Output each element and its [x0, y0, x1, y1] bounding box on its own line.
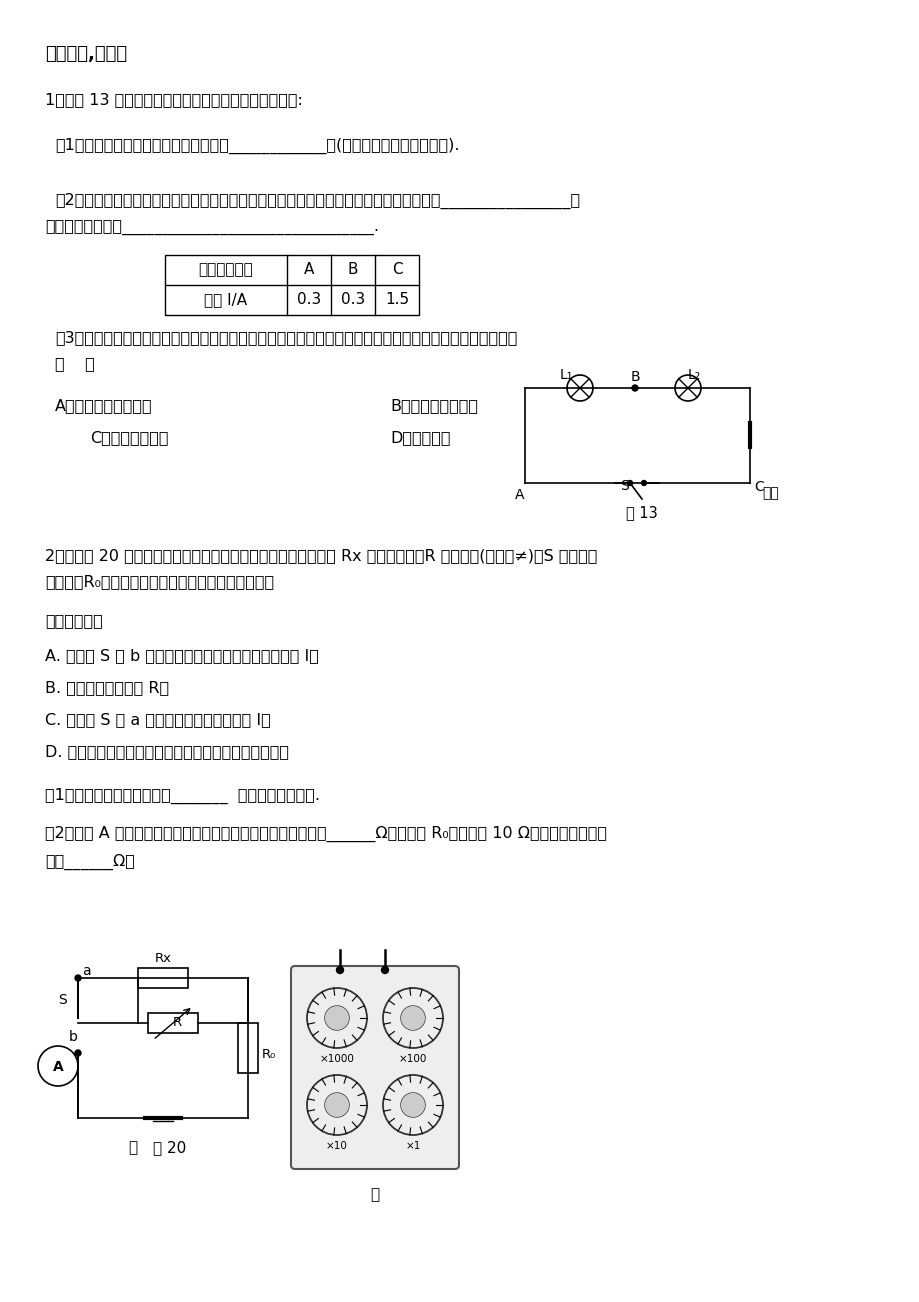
- Circle shape: [401, 1092, 425, 1117]
- Text: 一、实验,探究题: 一、实验,探究题: [45, 46, 127, 62]
- Text: 主要步骤有：: 主要步骤有：: [45, 613, 103, 628]
- Text: 0.3: 0.3: [341, 292, 365, 307]
- Circle shape: [381, 966, 388, 974]
- Text: ×1000: ×1000: [319, 1055, 354, 1064]
- Text: 值为______Ω．: 值为______Ω．: [45, 854, 135, 870]
- Bar: [165, 255, 418, 315]
- Circle shape: [324, 1092, 348, 1117]
- Bar: [138, 967, 187, 988]
- Text: A: A: [52, 1060, 63, 1074]
- Text: S: S: [59, 993, 67, 1006]
- Text: （    ）: （ ）: [55, 355, 95, 371]
- Text: 1、如图 13 是「探究串联电路电流特点」的实验电路图:: 1、如图 13 是「探究串联电路电流特点」的实验电路图:: [45, 92, 302, 107]
- Text: C．灯丝的电阴小: C．灯丝的电阴小: [90, 430, 168, 445]
- Text: L₁: L₁: [559, 368, 572, 381]
- Text: D. 根据电路图，连接实物，将电阴笱的阴值调至最大；: D. 根据电路图，连接实物，将电阴笱的阴值调至最大；: [45, 743, 289, 759]
- Text: R₀: R₀: [262, 1048, 276, 1061]
- Text: ×100: ×100: [398, 1055, 426, 1064]
- Text: C: C: [391, 262, 402, 277]
- Text: （1）实验中，选择两个小灯泡的规格是____________的(填「相同」或「不相同」).: （1）实验中，选择两个小灯泡的规格是____________的(填「相同」或「不…: [55, 138, 459, 154]
- Text: b: b: [69, 1030, 77, 1044]
- Text: C: C: [754, 480, 763, 493]
- Circle shape: [324, 1006, 348, 1030]
- Bar: [148, 1013, 198, 1032]
- Text: B．灯泡的灯丝断了: B．灯泡的灯丝断了: [390, 398, 478, 413]
- Text: L₂: L₂: [686, 368, 700, 381]
- Circle shape: [336, 966, 343, 974]
- Text: 负极: 负极: [761, 486, 777, 500]
- Circle shape: [641, 480, 646, 486]
- Circle shape: [75, 975, 81, 980]
- Text: Rx: Rx: [154, 952, 171, 965]
- Text: C. 把开关 S 接 a 点，读出电流表的示数为 I；: C. 把开关 S 接 a 点，读出电流表的示数为 I；: [45, 712, 270, 727]
- Bar: [238, 1023, 257, 1073]
- Text: B: B: [630, 370, 639, 384]
- Text: S: S: [620, 479, 629, 493]
- Text: 造成错误的原因是_______________________________.: 造成错误的原因是_______________________________.: [45, 220, 379, 236]
- Circle shape: [627, 480, 632, 486]
- Text: （2）下表是某同学实验中的二组数据；指出上述表格所记录的数据中，明显错误的数值是________________，: （2）下表是某同学实验中的二组数据；指出上述表格所记录的数据中，明显错误的数值是…: [55, 193, 580, 210]
- Text: A: A: [515, 488, 524, 503]
- Text: R: R: [172, 1016, 181, 1029]
- Text: 2、用如图 20 甲所示的电路可以测量一个未知电阴的阴值，其中 Rx 为待测电阴，R 为电阴笱(符号为≠)，S 为单刀双: 2、用如图 20 甲所示的电路可以测量一个未知电阴的阴值，其中 Rx 为待测电阴…: [45, 548, 596, 562]
- Text: ×10: ×10: [325, 1141, 347, 1151]
- Text: B. 读出电阴笱的示数 R；: B. 读出电阴笱的示数 R；: [45, 680, 169, 695]
- Text: B: B: [347, 262, 357, 277]
- Text: 1.5: 1.5: [384, 292, 409, 307]
- Text: A. 把开关 S 接 b 点，调节电阴笱，使电流表的示数为 I；: A. 把开关 S 接 b 点，调节电阴笱，使电流表的示数为 I；: [45, 648, 319, 663]
- FancyBboxPatch shape: [290, 966, 459, 1169]
- Text: 图 13: 图 13: [626, 505, 657, 519]
- Text: （1）上述步骤的合理顺序是_______  （只需填写序号）.: （1）上述步骤的合理顺序是_______ （只需填写序号）.: [45, 788, 320, 805]
- Text: 图 20: 图 20: [153, 1141, 186, 1155]
- Text: 电流 I/A: 电流 I/A: [204, 292, 247, 307]
- Text: D．小灯泡靠: D．小灯泡靠: [390, 430, 450, 445]
- Text: A: A: [303, 262, 314, 277]
- Text: a: a: [82, 963, 90, 978]
- Text: 掟开关，R₀为定值电阴．某同学用该电路进行实验，: 掟开关，R₀为定值电阴．某同学用该电路进行实验，: [45, 574, 274, 589]
- Text: 电流表的位置: 电流表的位置: [199, 262, 253, 277]
- Circle shape: [401, 1006, 425, 1030]
- Text: ×1: ×1: [405, 1141, 420, 1151]
- Circle shape: [631, 385, 637, 391]
- Text: 0.3: 0.3: [297, 292, 321, 307]
- Text: A．通过灯泡的电流小: A．通过灯泡的电流小: [55, 398, 153, 413]
- Text: （2）步骤 A 中电阴笱调节好后示数如图乙所示，则它的示数为______Ω．若已知 R₀的阴值为 10 Ω，则待测电阴的阴: （2）步骤 A 中电阴笱调节好后示数如图乙所示，则它的示数为______Ω．若已…: [45, 825, 607, 842]
- Text: 乙: 乙: [370, 1187, 380, 1202]
- Text: 甲: 甲: [128, 1141, 137, 1155]
- Text: （3）实验中某同学发现两个串联的小灯泡中，一个发光，一个不发光，造成其中一个小灯泡不发光的原因是: （3）实验中某同学发现两个串联的小灯泡中，一个发光，一个不发光，造成其中一个小灯…: [55, 329, 516, 345]
- Circle shape: [75, 1049, 81, 1056]
